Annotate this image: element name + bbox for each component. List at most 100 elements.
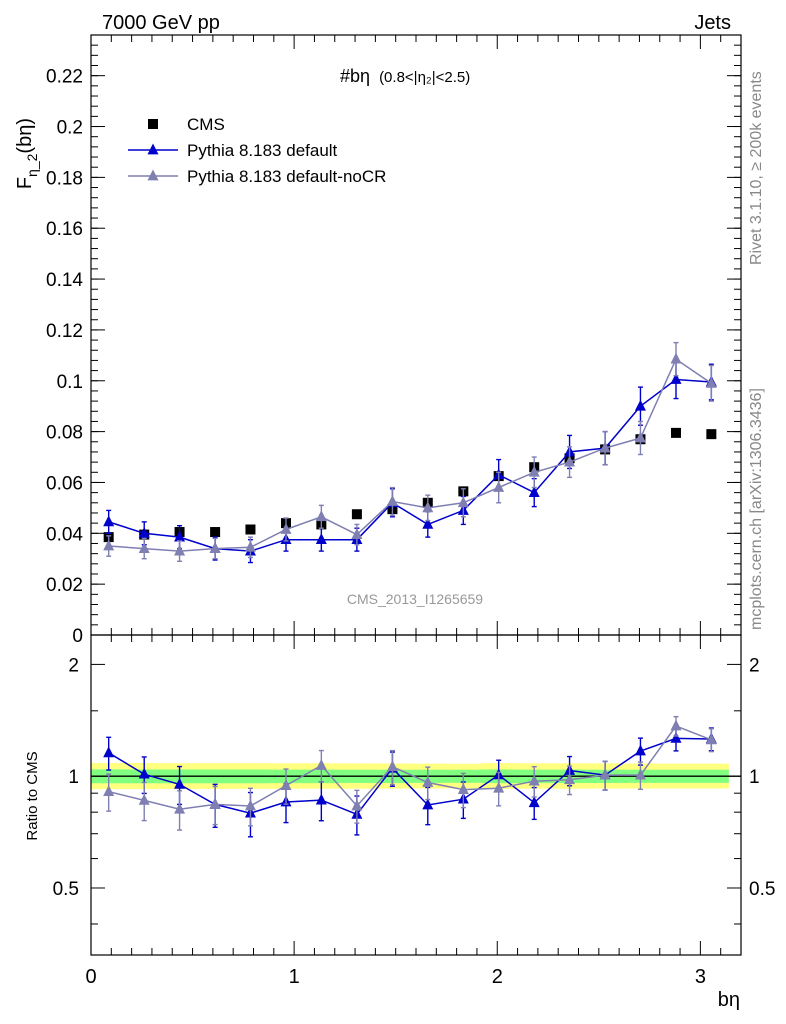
ratio-tick-label: 2: [68, 655, 79, 676]
y-axis-label-tail: (bη): [14, 118, 36, 154]
series-pythia-nocr: [103, 341, 717, 562]
ratio-data-point: [599, 768, 611, 780]
data-point: [671, 427, 681, 438]
data-point: [138, 526, 150, 538]
ratio-data-point: [634, 744, 646, 756]
legend-marker: [147, 143, 159, 155]
ratio-series-pythia-nocr: [103, 715, 717, 831]
ratio-tick-label-right: 1: [749, 767, 760, 788]
y-tick-label: 0.06: [46, 473, 83, 494]
y-tick-label: 0.04: [46, 524, 83, 545]
data-point: [245, 524, 256, 535]
y-tick-label: 0.16: [46, 219, 83, 240]
data-point: [457, 496, 469, 508]
data-point: [174, 544, 186, 556]
ratio-data-point: [422, 776, 434, 787]
data-point: [103, 515, 115, 527]
ratio-y-axis-label: Ratio to CMS: [24, 751, 41, 840]
data-point: [422, 517, 434, 529]
mcplots-reference-label: mcplots.cern.ch [arXiv:1306.3436]: [748, 388, 765, 630]
ratio-tick-label: 0.5: [53, 879, 79, 900]
legend-marker: [147, 169, 159, 181]
ratio-tick-label-right: 2: [749, 655, 760, 676]
x-axis-label: bη: [718, 989, 740, 1011]
ratio-data-point: [705, 733, 717, 745]
ratio-data-point: [528, 774, 540, 786]
legend-entry-label: Pythia 8.183 default: [187, 141, 338, 160]
y-tick-label: 0.22: [46, 67, 83, 88]
svg-text:Fη_2(bη): Fη_2(bη): [14, 118, 40, 189]
y-axis-label-sub: η_2: [24, 153, 40, 177]
header-jets-label: Jets: [694, 12, 731, 34]
data-point: [528, 486, 540, 498]
plot-title: #bη (0.8<|η₂|<2.5): [340, 66, 470, 86]
ratio-data-point: [103, 785, 115, 796]
legend-entry-label: CMS: [187, 115, 225, 134]
ratio-data-point: [564, 773, 576, 785]
y-tick-label: 0.14: [46, 270, 83, 291]
ratio-data-point: [280, 779, 292, 791]
y-tick-label: 0: [72, 626, 83, 647]
main-plot-area: 0 0.02 0.04 0.06 0.08 0.1 0.12 0.14 0.16 0.18 0.2 0…: [46, 34, 742, 647]
y-tick-label: 0.12: [46, 321, 83, 342]
ratio-data-point: [493, 781, 505, 793]
data-point: [209, 542, 221, 553]
series-line-pythia-nocr: [108, 358, 712, 552]
series-line-pythia-default: [108, 378, 712, 552]
data-point: [634, 431, 646, 443]
ratio-data-point: [209, 797, 221, 809]
x-tick-label: 0: [85, 966, 96, 988]
plot-title-sub: (0.8<|η₂|<2.5): [379, 69, 470, 86]
data-point: [280, 523, 292, 534]
data-point: [210, 527, 221, 538]
header-energy-label: 7000 GeV pp: [102, 12, 220, 34]
y-tick-label: 0.02: [46, 575, 83, 596]
y-tick-label: 0.1: [57, 372, 83, 393]
y-axis-label: Fη_2(bη): [14, 118, 40, 189]
y-axis-label-main: F: [14, 177, 36, 189]
ratio-tick-label: 1: [68, 767, 79, 788]
data-point: [670, 373, 682, 384]
ratio-line-pythia-nocr: [108, 725, 712, 810]
data-point: [599, 441, 611, 453]
x-tick-label: 1: [289, 966, 300, 988]
ratio-data-point: [138, 767, 150, 779]
ratio-plot-area: 0 1 2 3 0.5 0.5 1 1 2 2: [53, 634, 775, 988]
data-point: [103, 539, 115, 551]
data-point: [670, 352, 682, 364]
data-point: [706, 429, 717, 440]
ratio-data-point: [351, 799, 363, 811]
ratio-data-point: [386, 760, 398, 772]
plot-title-main: #bη: [340, 66, 370, 86]
ratio-data-point: [457, 783, 469, 794]
legend-entry-label: Pythia 8.183 default-noCR: [187, 167, 386, 186]
data-point: [422, 501, 434, 513]
data-point: [634, 399, 646, 411]
ratio-line-pythia-default: [108, 737, 712, 816]
ratio-data-point: [103, 746, 115, 758]
ratio-data-point: [244, 799, 256, 811]
ratio-data-point: [138, 793, 150, 805]
ratio-data-point: [315, 793, 327, 805]
y-tick-label: 0.2: [57, 118, 83, 139]
legend: CMS Pythia 8.183 default Pythia 8.183 defa…: [128, 115, 386, 186]
data-point: [174, 530, 186, 542]
data-point: [351, 509, 362, 520]
ratio-data-point: [174, 802, 186, 814]
ratio-tick-label-right: 0.5: [749, 879, 775, 900]
ratio-data-point: [422, 798, 434, 810]
y-tick-label: 0.18: [46, 168, 83, 189]
rivet-version-label: Rivet 3.1.10, ≥ 200k events: [748, 71, 765, 265]
data-point: [315, 533, 327, 545]
ratio-data-point: [315, 758, 327, 770]
data-point: [315, 510, 327, 522]
data-point: [244, 540, 256, 552]
data-point: [386, 495, 398, 506]
data-point: [493, 481, 505, 492]
data-point: [138, 542, 150, 553]
data-point: [528, 465, 540, 477]
data-point: [705, 376, 717, 388]
data-point: [564, 455, 576, 467]
ratio-data-point: [174, 777, 186, 789]
